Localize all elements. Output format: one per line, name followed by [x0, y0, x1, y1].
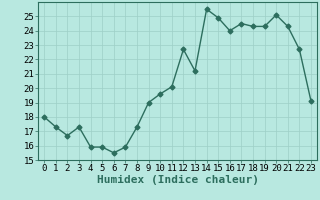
X-axis label: Humidex (Indice chaleur): Humidex (Indice chaleur)	[97, 175, 259, 185]
